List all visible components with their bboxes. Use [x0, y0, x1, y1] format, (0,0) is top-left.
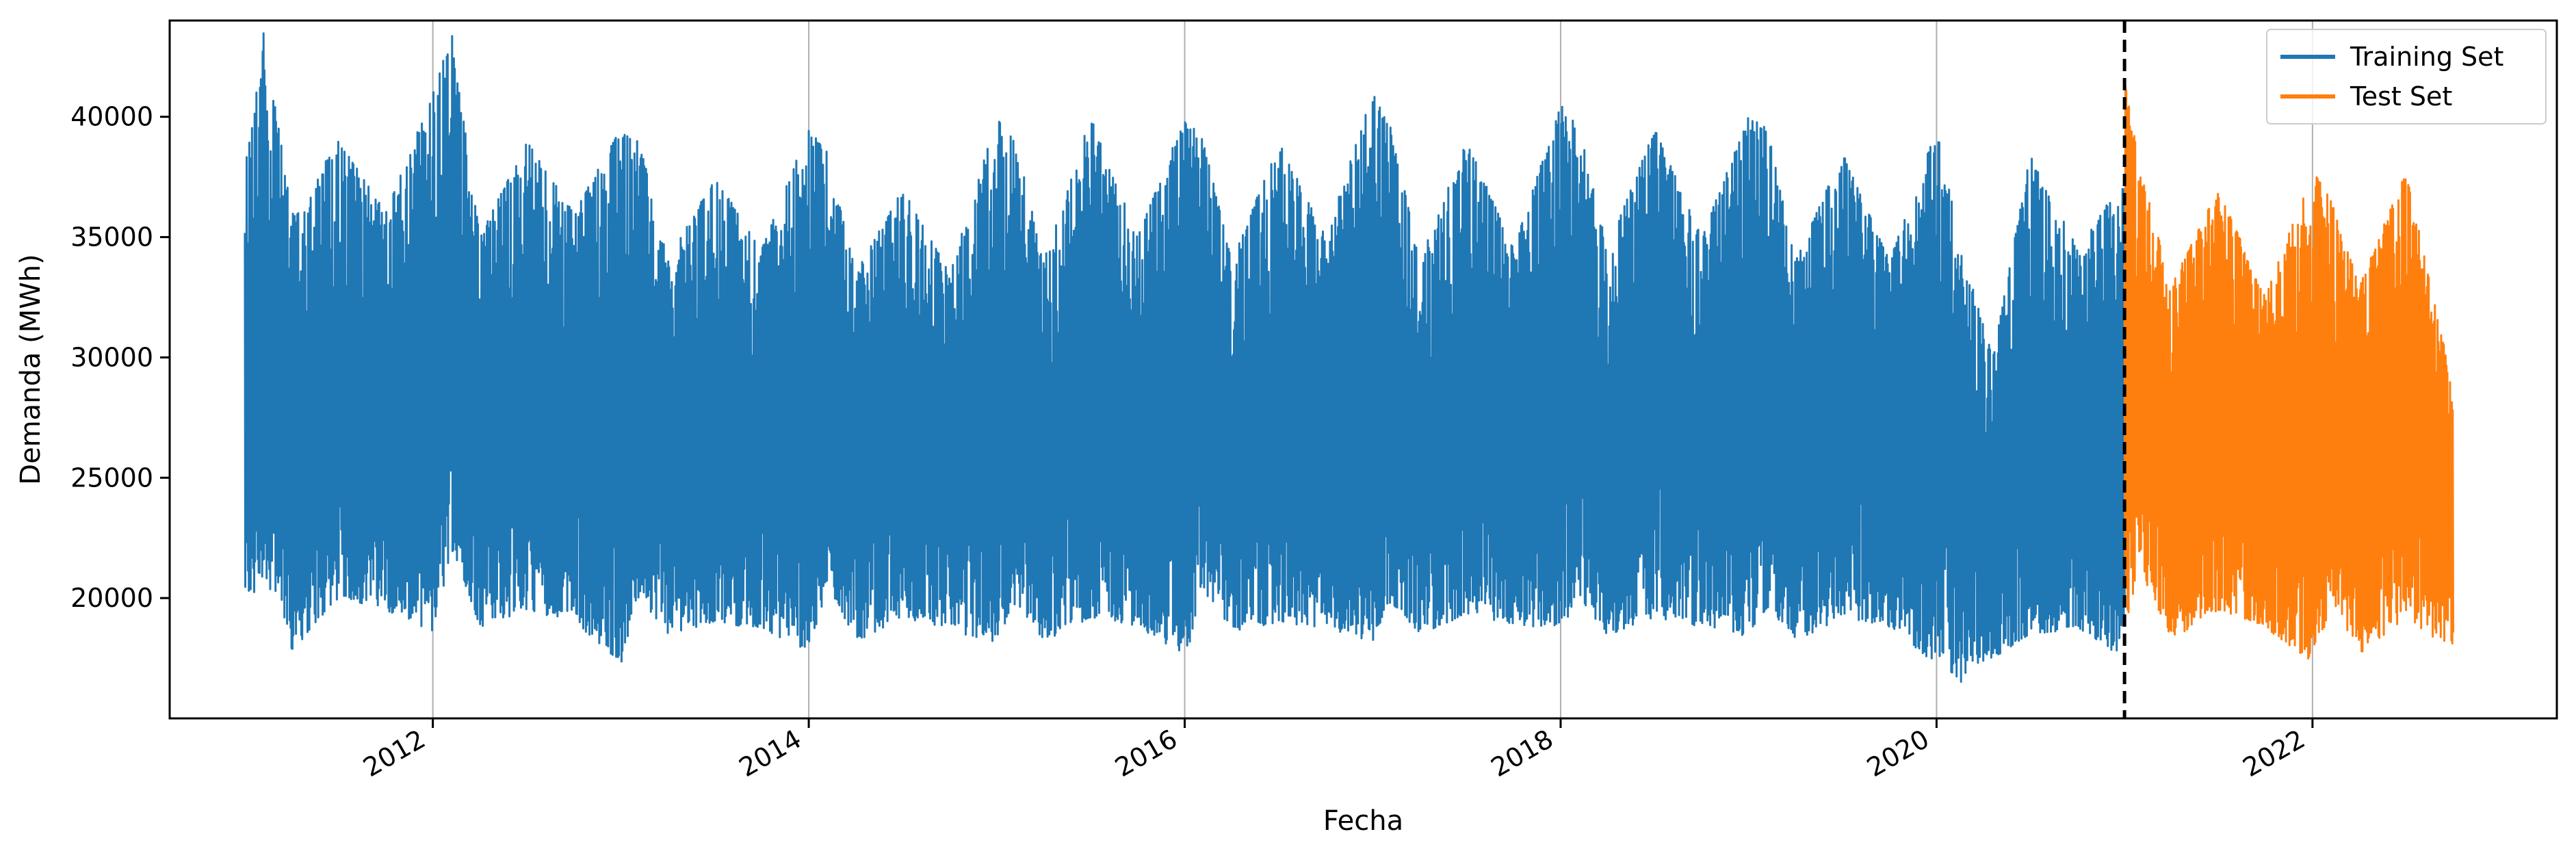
legend-label-training: Training Set: [2350, 42, 2503, 72]
y-tick-label: 40000: [70, 102, 153, 132]
y-tick-label: 30000: [70, 342, 153, 372]
y-tick-label: 35000: [70, 222, 153, 252]
y-axis-title: Demanda (MWh): [15, 254, 47, 484]
y-tick-label: 20000: [70, 583, 153, 613]
y-tick-label: 25000: [70, 462, 153, 493]
legend-label-test: Test Set: [2350, 81, 2452, 112]
legend: Training Set Test Set: [2267, 29, 2546, 124]
x-axis-title: Fecha: [1323, 805, 1403, 837]
